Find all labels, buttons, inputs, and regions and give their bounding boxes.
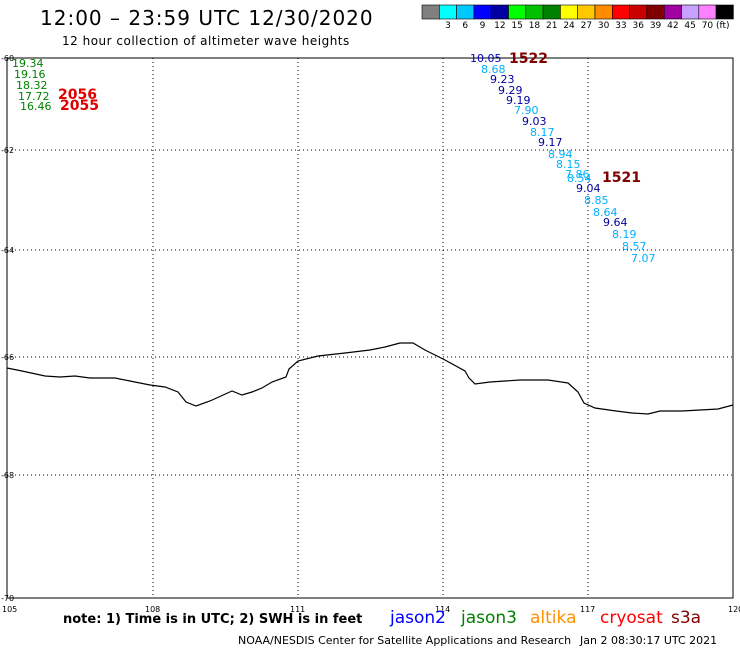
- wave-height-value: 9.17: [538, 136, 563, 149]
- wave-height-value: 16.46: [20, 100, 52, 113]
- color-key-label: 36: [632, 21, 644, 31]
- wave-height-value: 7.86: [565, 168, 590, 181]
- map-frame: [6, 57, 734, 599]
- color-key-label: 70: [701, 21, 714, 31]
- color-key-label: 3: [445, 21, 451, 31]
- color-key-label: 12: [494, 21, 506, 31]
- color-key-label: 30: [597, 21, 610, 31]
- wave-height-value: 18.32: [16, 79, 48, 92]
- wave-height-value: 7.07: [631, 252, 656, 265]
- color-key-swatch: [438, 4, 457, 20]
- color-key: [421, 4, 734, 20]
- credit-text: NOAA/NESDIS Center for Satellite Applica…: [238, 634, 572, 647]
- footer-note: note: 1) Time is in UTC; 2) SWH is in fe…: [63, 612, 363, 627]
- wave-height-value: 7.90: [514, 104, 539, 117]
- color-key-label: 9: [479, 21, 486, 31]
- color-key-label: 33: [615, 21, 627, 31]
- color-key-swatch: [611, 4, 630, 20]
- color-key-swatch: [421, 4, 440, 20]
- color-key-swatch: [508, 4, 527, 20]
- color-key-label: 45: [684, 21, 696, 31]
- latitude-label: -60: [1, 54, 14, 63]
- color-key-swatch: [594, 4, 613, 20]
- wave-height-value: 9.04: [576, 182, 601, 195]
- satellite-jason3: jason3: [461, 608, 517, 628]
- color-key-swatch: [473, 4, 492, 20]
- latitude-label: -70: [1, 594, 14, 603]
- wave-height-value: 9.64: [603, 216, 628, 229]
- longitude-label: 117: [580, 605, 595, 614]
- wave-height-value: 8.17: [530, 126, 555, 139]
- wave-height-value: 8.54: [567, 172, 592, 185]
- map-subtitle: 12 hour collection of altimeter wave hei…: [62, 34, 350, 48]
- wave-height-value: 8.64: [593, 206, 618, 219]
- color-key-swatch: [698, 4, 717, 20]
- graticule: [6, 57, 734, 599]
- pass-time-label: 2055: [60, 98, 99, 114]
- antarctic-coastline: [6, 342, 734, 415]
- pass-time-label: 1521: [602, 170, 641, 186]
- latitude-label: -64: [1, 246, 14, 255]
- latitude-label: -66: [1, 353, 14, 362]
- latitude-label: -68: [1, 471, 14, 480]
- color-key-label: 21: [546, 21, 558, 31]
- longitude-label: 120: [728, 605, 740, 614]
- latitude-label: -62: [1, 146, 14, 155]
- wave-height-value: 8.19: [612, 228, 637, 241]
- color-key-label: 6: [462, 21, 469, 31]
- generated-timestamp: Jan 2 08:30:17 UTC 2021: [580, 634, 718, 647]
- satellite-cryosat: cryosat: [600, 608, 663, 628]
- color-key-label: 24: [563, 21, 575, 31]
- wave-height-value: 9.29: [498, 84, 523, 97]
- wave-height-value: 8.94: [548, 148, 573, 161]
- satellite-s3a: s3a: [671, 608, 702, 628]
- color-key-label: 15: [511, 21, 523, 31]
- wave-height-value: 9.03: [522, 115, 547, 128]
- satellite-jason2: jason2: [390, 608, 446, 628]
- longitude-label: 108: [145, 605, 160, 614]
- wave-height-value: 10.05: [470, 52, 502, 65]
- color-key-swatch: [560, 4, 579, 20]
- color-key-label: 27: [580, 21, 593, 31]
- color-key-swatch: [542, 4, 561, 20]
- wave-height-value: 8.15: [556, 158, 581, 171]
- pass-time-label: 1522: [509, 51, 548, 67]
- wave-height-value: 8.57: [622, 240, 647, 253]
- color-key-swatch: [525, 4, 544, 20]
- map-title: 12:00 – 23:59 UTC 12/30/2020: [40, 6, 374, 30]
- color-key-label: 18: [528, 21, 541, 31]
- wave-height-value: 8.68: [481, 63, 506, 76]
- color-key-swatch: [715, 4, 734, 20]
- wave-height-value: 9.19: [506, 94, 531, 107]
- wave-height-value: 9.23: [490, 73, 515, 86]
- satellite-altika: altika: [530, 608, 577, 628]
- color-key-swatch: [646, 4, 665, 20]
- longitude-label: 114: [435, 605, 450, 614]
- color-key-swatch: [681, 4, 700, 20]
- pass-time-label: 2056: [58, 87, 97, 103]
- color-key-swatch: [577, 4, 596, 20]
- color-key-swatch: [490, 4, 509, 20]
- wave-height-value: 17.72: [18, 90, 50, 103]
- wave-height-value: 19.34: [12, 57, 44, 70]
- longitude-label: 111: [290, 605, 305, 614]
- color-key-unit: (ft): [716, 21, 730, 31]
- axis-labels: -60 -62 -64 -66 -68 -70 105 108 111 114 117 120: [1, 54, 740, 614]
- color-key-swatch: [456, 4, 475, 20]
- color-key-label: 39: [649, 21, 662, 31]
- wave-height-value: 19.16: [14, 68, 46, 81]
- wave-height-value: 8.85: [584, 194, 609, 207]
- color-key-label: 42: [667, 21, 679, 31]
- color-key-swatch: [629, 4, 648, 20]
- color-key-swatch: [663, 4, 682, 20]
- longitude-label: 105: [2, 605, 17, 614]
